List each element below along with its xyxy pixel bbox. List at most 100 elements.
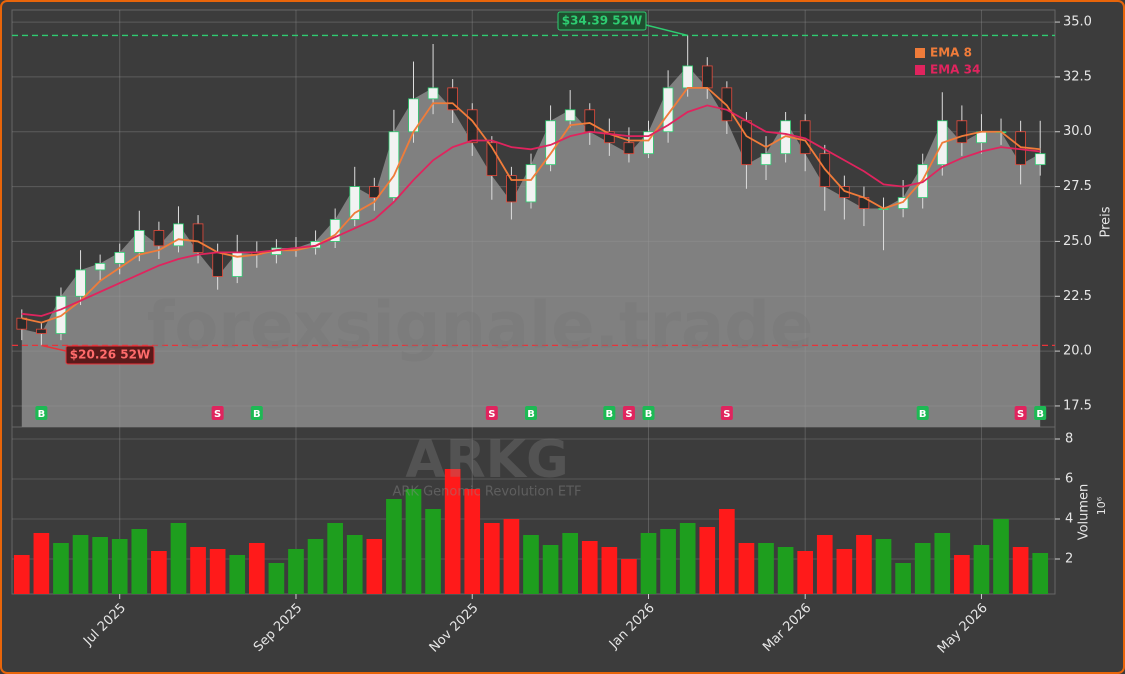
candle-body xyxy=(349,186,361,220)
volume-bar xyxy=(993,519,1009,594)
y-axis-label: Preis xyxy=(1099,206,1114,237)
volume-bar xyxy=(483,523,500,594)
candle-body xyxy=(173,223,184,247)
volume-bar xyxy=(386,499,402,594)
volume-bar xyxy=(777,547,794,594)
y-tick-label: 17.5 xyxy=(1063,398,1092,413)
signal-box xyxy=(525,406,537,420)
candle-body xyxy=(564,109,576,122)
signal-box xyxy=(211,406,224,420)
volume-bar xyxy=(151,551,167,594)
candle-body xyxy=(75,269,86,297)
signal-label: B xyxy=(38,409,46,420)
candle-body xyxy=(643,131,654,155)
volume-bar xyxy=(111,539,128,594)
y-tick-label: 30.0 xyxy=(1063,124,1092,139)
volume-bar xyxy=(581,541,598,594)
signal-box xyxy=(1014,406,1027,420)
candle-body xyxy=(94,262,106,271)
legend-swatch xyxy=(915,48,925,58)
volume-bar xyxy=(816,535,833,594)
low-52w-label: $20.26 52W xyxy=(70,348,150,362)
volume-bar xyxy=(346,535,363,594)
volume-bar xyxy=(405,489,422,594)
volume-bar xyxy=(170,523,187,594)
watermark-title: ARKG xyxy=(405,430,568,490)
plot: B S B S B B S B S B S B17.520.022.525.027.530.032.5… xyxy=(12,10,1092,657)
signal-box xyxy=(35,406,48,420)
y-tick-label: 27.5 xyxy=(1063,179,1092,194)
candle-body xyxy=(623,142,635,155)
candle-body xyxy=(525,164,537,203)
volume-bar xyxy=(523,535,539,594)
y-tick-label: 35.0 xyxy=(1063,15,1092,30)
legend-label: EMA 8 xyxy=(930,46,972,60)
volume-bar xyxy=(13,555,30,594)
volume-bar xyxy=(33,533,50,594)
volume-bar xyxy=(699,527,716,594)
candle-body xyxy=(506,175,517,203)
candle-body xyxy=(153,230,165,247)
low-52w-arrow xyxy=(41,344,67,352)
volume-bar xyxy=(738,543,755,594)
volume-bar xyxy=(444,469,461,594)
volume-bar xyxy=(229,555,246,594)
y-tick-label: 22.5 xyxy=(1063,289,1092,304)
watermark-subtitle: ARK Genomic Revolution ETF xyxy=(392,485,581,500)
volume-axis-label: Volumen xyxy=(1077,484,1092,541)
volume-bar xyxy=(875,539,892,594)
signal-label: S xyxy=(488,409,495,420)
volume-bar xyxy=(895,563,911,594)
signal-box xyxy=(720,406,733,420)
volume-bar xyxy=(366,539,383,594)
volume-bar xyxy=(797,551,814,594)
signal-label: S xyxy=(723,409,730,420)
volume-bar xyxy=(973,545,990,594)
signal-box xyxy=(642,406,655,420)
ema-line xyxy=(21,86,1041,324)
candle-body xyxy=(114,251,126,264)
signal-label: S xyxy=(214,409,221,420)
watermark: forexsignale.trade xyxy=(147,290,814,364)
volume-tick-label: 8 xyxy=(1065,432,1073,447)
volume-tick-label: 2 xyxy=(1065,552,1073,567)
volume-bar xyxy=(464,489,481,594)
candle-body xyxy=(662,87,674,133)
y-tick-label: 20.0 xyxy=(1063,344,1092,359)
signal-label: S xyxy=(1017,409,1024,420)
volume-tick-label: 6 xyxy=(1065,472,1073,487)
candle-body xyxy=(427,87,439,100)
volume-tick-label: 4 xyxy=(1065,512,1073,527)
candle-body xyxy=(212,251,223,277)
signal-label: B xyxy=(919,409,927,420)
candle-body xyxy=(701,65,713,89)
volume-bar xyxy=(856,535,872,594)
volume-bar xyxy=(190,547,206,594)
volume-bar xyxy=(327,523,343,594)
candle-body xyxy=(369,186,380,198)
volume-bar xyxy=(288,549,304,594)
volume-bar xyxy=(758,543,774,594)
volume-bar xyxy=(679,523,696,594)
signal-box xyxy=(250,406,263,420)
candle-body xyxy=(192,223,204,253)
high-52w-box xyxy=(557,11,647,31)
signal-box xyxy=(603,406,616,420)
volume-bar xyxy=(836,549,853,594)
candle-body xyxy=(447,87,458,111)
volume-bar xyxy=(1012,547,1029,594)
volume-bar xyxy=(425,509,441,594)
volume-bar xyxy=(542,545,559,594)
volume-bar xyxy=(954,555,970,594)
candle-body xyxy=(1034,153,1046,166)
volume-bar xyxy=(621,559,637,594)
candle-body xyxy=(760,153,772,166)
ema-line xyxy=(21,104,1041,317)
signal-box xyxy=(622,406,635,420)
volume-bar xyxy=(562,533,579,594)
volume-bar xyxy=(914,543,931,594)
volume-bar xyxy=(934,533,951,594)
volume-bar xyxy=(1032,553,1049,594)
signal-label: B xyxy=(527,409,535,420)
